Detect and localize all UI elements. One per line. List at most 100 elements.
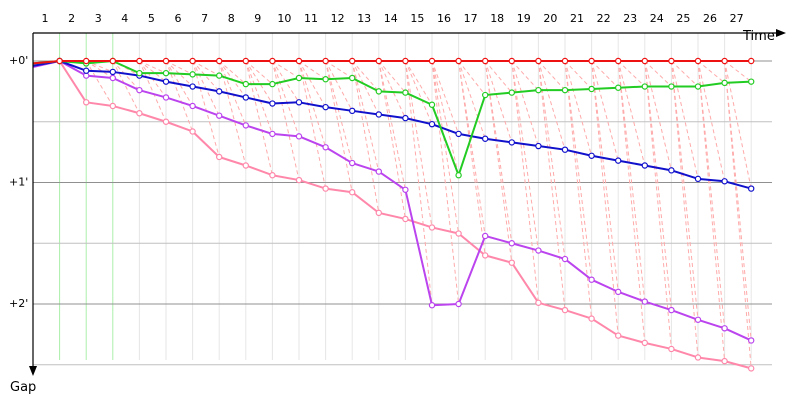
x-tick-label: 20 — [543, 12, 557, 25]
pink-data-point — [375, 209, 382, 217]
pink-data-point — [269, 172, 276, 179]
pink-data-point — [588, 315, 595, 322]
connector-line — [85, 60, 114, 79]
x-tick-label: 11 — [304, 12, 318, 25]
pink-data-point — [136, 110, 143, 117]
blue-data-point — [109, 68, 117, 76]
connector-line — [245, 60, 273, 176]
purple-data-point — [322, 144, 329, 151]
pink-data-point — [189, 128, 196, 135]
connector-line — [245, 60, 273, 135]
connector-line — [644, 60, 672, 311]
pink-data-point — [295, 176, 303, 184]
green-data-point — [402, 89, 409, 96]
pink-data-point — [508, 259, 515, 266]
connector-line — [617, 60, 646, 166]
y-tick-label: +2' — [9, 297, 28, 310]
x-tick-label: 7 — [201, 12, 208, 25]
connector-line — [644, 60, 672, 87]
red-data-point — [242, 57, 249, 65]
green-data-point — [189, 71, 196, 78]
pink-data-point — [482, 252, 489, 259]
connector-line — [671, 60, 699, 87]
connector-line — [511, 60, 539, 91]
x-tick-labels: 1 2 3 4 5 6 7 8 9 10 11 12 13 14 15 16 17 18 19 20 21 22 23 24 2… — [42, 12, 744, 25]
green-data-point — [588, 85, 595, 93]
connector-line — [670, 60, 699, 320]
blue-data-point — [428, 120, 436, 128]
x-tick-label: 19 — [517, 12, 531, 25]
red-data-point — [535, 57, 542, 65]
green-data-point — [455, 172, 462, 179]
blue-data-point — [295, 99, 303, 106]
connector-line — [404, 60, 433, 125]
x-tick-label: 25 — [676, 12, 690, 25]
connector-line — [511, 60, 539, 251]
connector-line — [325, 60, 353, 112]
connector-line — [218, 60, 247, 166]
connector-line — [537, 60, 566, 260]
purple-data-point — [748, 337, 755, 344]
green-series-line — [32, 60, 752, 177]
x-axis-arrow — [776, 29, 786, 37]
green-data-point — [162, 69, 170, 77]
blue-data-point — [641, 162, 649, 169]
purple-data-point — [535, 247, 542, 254]
red-data-point — [189, 57, 196, 65]
red-data-point — [136, 57, 143, 65]
red-data-point — [269, 57, 276, 65]
blue-data-point — [508, 139, 515, 146]
blue-data-point — [242, 94, 249, 101]
x-tick-label: 12 — [331, 12, 345, 25]
pink-data-point — [322, 185, 329, 192]
purple-data-point — [482, 232, 489, 240]
connector-line — [484, 60, 513, 143]
purple-data-point — [136, 86, 143, 94]
connector-line — [484, 60, 513, 263]
green-data-point — [748, 78, 755, 85]
blue-series-line — [32, 60, 752, 190]
purple-data-point — [668, 306, 675, 314]
red-data-point — [109, 57, 117, 65]
connector-line — [404, 60, 433, 228]
connector-line — [537, 60, 566, 311]
connector-line — [325, 60, 353, 193]
green-data-point — [721, 79, 728, 87]
red-data-point — [482, 57, 489, 65]
connector-line — [112, 60, 140, 114]
purple-data-point — [588, 276, 595, 283]
green-data-point — [242, 80, 249, 88]
x-tick-label: 18 — [490, 12, 504, 25]
x-tick-label: 24 — [650, 12, 664, 25]
red-data-point — [82, 57, 90, 65]
red-data-point — [295, 57, 303, 65]
connector-line — [378, 60, 406, 119]
blue-data-point — [269, 100, 276, 107]
connector-line — [165, 60, 194, 107]
connector-line — [484, 60, 513, 93]
pink-data-point — [721, 357, 728, 365]
connector-line — [458, 60, 486, 96]
y-axis-arrow — [29, 366, 37, 376]
green-data-point — [482, 91, 489, 99]
blue-data-point — [668, 167, 675, 174]
connector-line — [298, 60, 327, 189]
red-data-point — [375, 57, 382, 65]
purple-data-point — [508, 240, 515, 247]
x-tick-label: 26 — [703, 12, 717, 25]
connector-line — [697, 60, 725, 84]
purple-data-point — [455, 300, 462, 308]
pink-data-point — [615, 332, 622, 339]
y-tick-label: +1' — [9, 176, 28, 189]
x-tick-label: 17 — [464, 12, 478, 25]
red-data-point — [56, 57, 63, 65]
purple-data-point — [295, 133, 303, 140]
purple-data-point — [428, 302, 436, 309]
connector-line — [458, 60, 486, 237]
connector-line — [351, 60, 380, 172]
purple-data-point — [615, 288, 622, 296]
x-tick-label: 13 — [357, 12, 371, 25]
pink-data-point — [535, 299, 542, 306]
connector-line — [272, 60, 300, 79]
purple-data-point — [215, 112, 223, 119]
